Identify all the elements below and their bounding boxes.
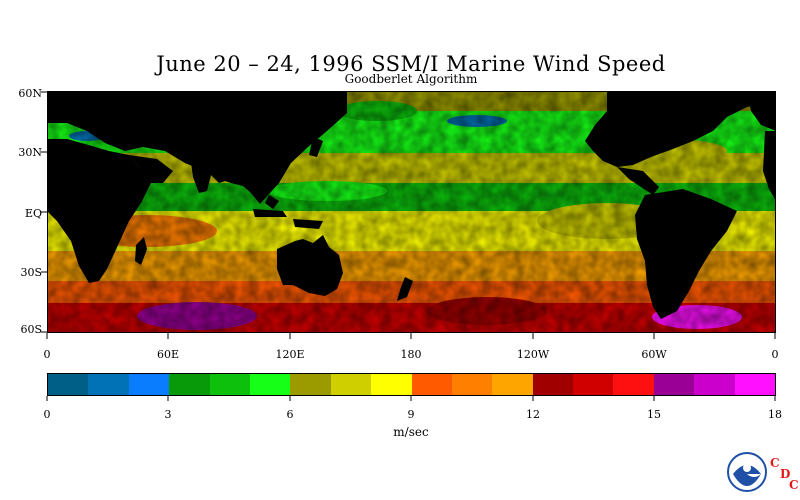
cdc-letter-c1: C (770, 456, 780, 470)
lat-label-30n: 30N (18, 146, 42, 159)
colorbar-swatch-14 (613, 374, 654, 395)
colorbar-swatch-13 (573, 374, 614, 395)
colorbar-swatch-3 (169, 374, 210, 395)
lon-label-120w: 120W (516, 348, 550, 361)
map-subtitle: Goodberlet Algorithm (344, 72, 478, 86)
colorbar-swatch-0 (48, 374, 89, 395)
colorbar-tick-3: 3 (164, 408, 172, 421)
colorbar-swatch-1 (88, 374, 129, 395)
cdc-letter-d: D (780, 467, 791, 481)
lon-label-120e: 120E (275, 348, 305, 361)
lat-label-30s: 30S (20, 266, 42, 279)
colorbar-unit-label: m/sec (393, 425, 429, 439)
colorbar-swatch-8 (371, 374, 412, 395)
colorbar (47, 373, 776, 396)
noaa-logo: NOAA (727, 452, 767, 492)
lat-label-eq: EQ (24, 207, 42, 220)
colorbar-swatch-12 (532, 374, 574, 395)
colorbar-swatch-10 (451, 374, 493, 395)
land (47, 91, 776, 319)
cdc-letter-c2: C (789, 478, 799, 492)
colorbar-tick-15: 15 (647, 408, 661, 421)
map-title: June 20 – 24, 1996 SSM/I Marine Wind Spe… (156, 52, 666, 76)
wind-speed-map (47, 91, 776, 333)
colorbar-swatch-15 (653, 374, 695, 395)
colorbar-swatch-11 (492, 374, 533, 395)
noaa-logo-text: NOAA (740, 462, 755, 468)
lon-label-0: 0 (43, 348, 51, 361)
land-north-america (585, 91, 776, 167)
colorbar-tick-18: 18 (768, 408, 782, 421)
colorbar-swatch-6 (290, 374, 331, 395)
colorbar-tick-12: 12 (526, 408, 540, 421)
colorbar-swatch-9 (411, 374, 452, 395)
land-australia (277, 235, 343, 296)
lon-label-180: 180 (400, 348, 422, 361)
land-south-america (635, 189, 737, 319)
colorbar-swatch-2 (128, 374, 170, 395)
colorbar-tick-0: 0 (43, 408, 51, 421)
lat-label-60n: 60N (18, 87, 42, 100)
colorbar-swatch-4 (209, 374, 250, 395)
land-eurasia (47, 91, 347, 204)
colorbar-swatch-5 (249, 374, 291, 395)
colorbar-swatch-17 (734, 374, 776, 395)
colorbar-swatch-16 (694, 374, 735, 395)
colorbar-swatch-7 (330, 374, 372, 395)
colorbar-tick-9: 9 (407, 408, 415, 421)
lat-label-60s: 60S (20, 323, 42, 336)
lon-label-0-east: 0 (771, 348, 779, 361)
lon-label-60w: 60W (641, 348, 667, 361)
lon-label-60e: 60E (156, 348, 180, 361)
land-africa (47, 139, 153, 283)
colorbar-tick-6: 6 (286, 408, 294, 421)
